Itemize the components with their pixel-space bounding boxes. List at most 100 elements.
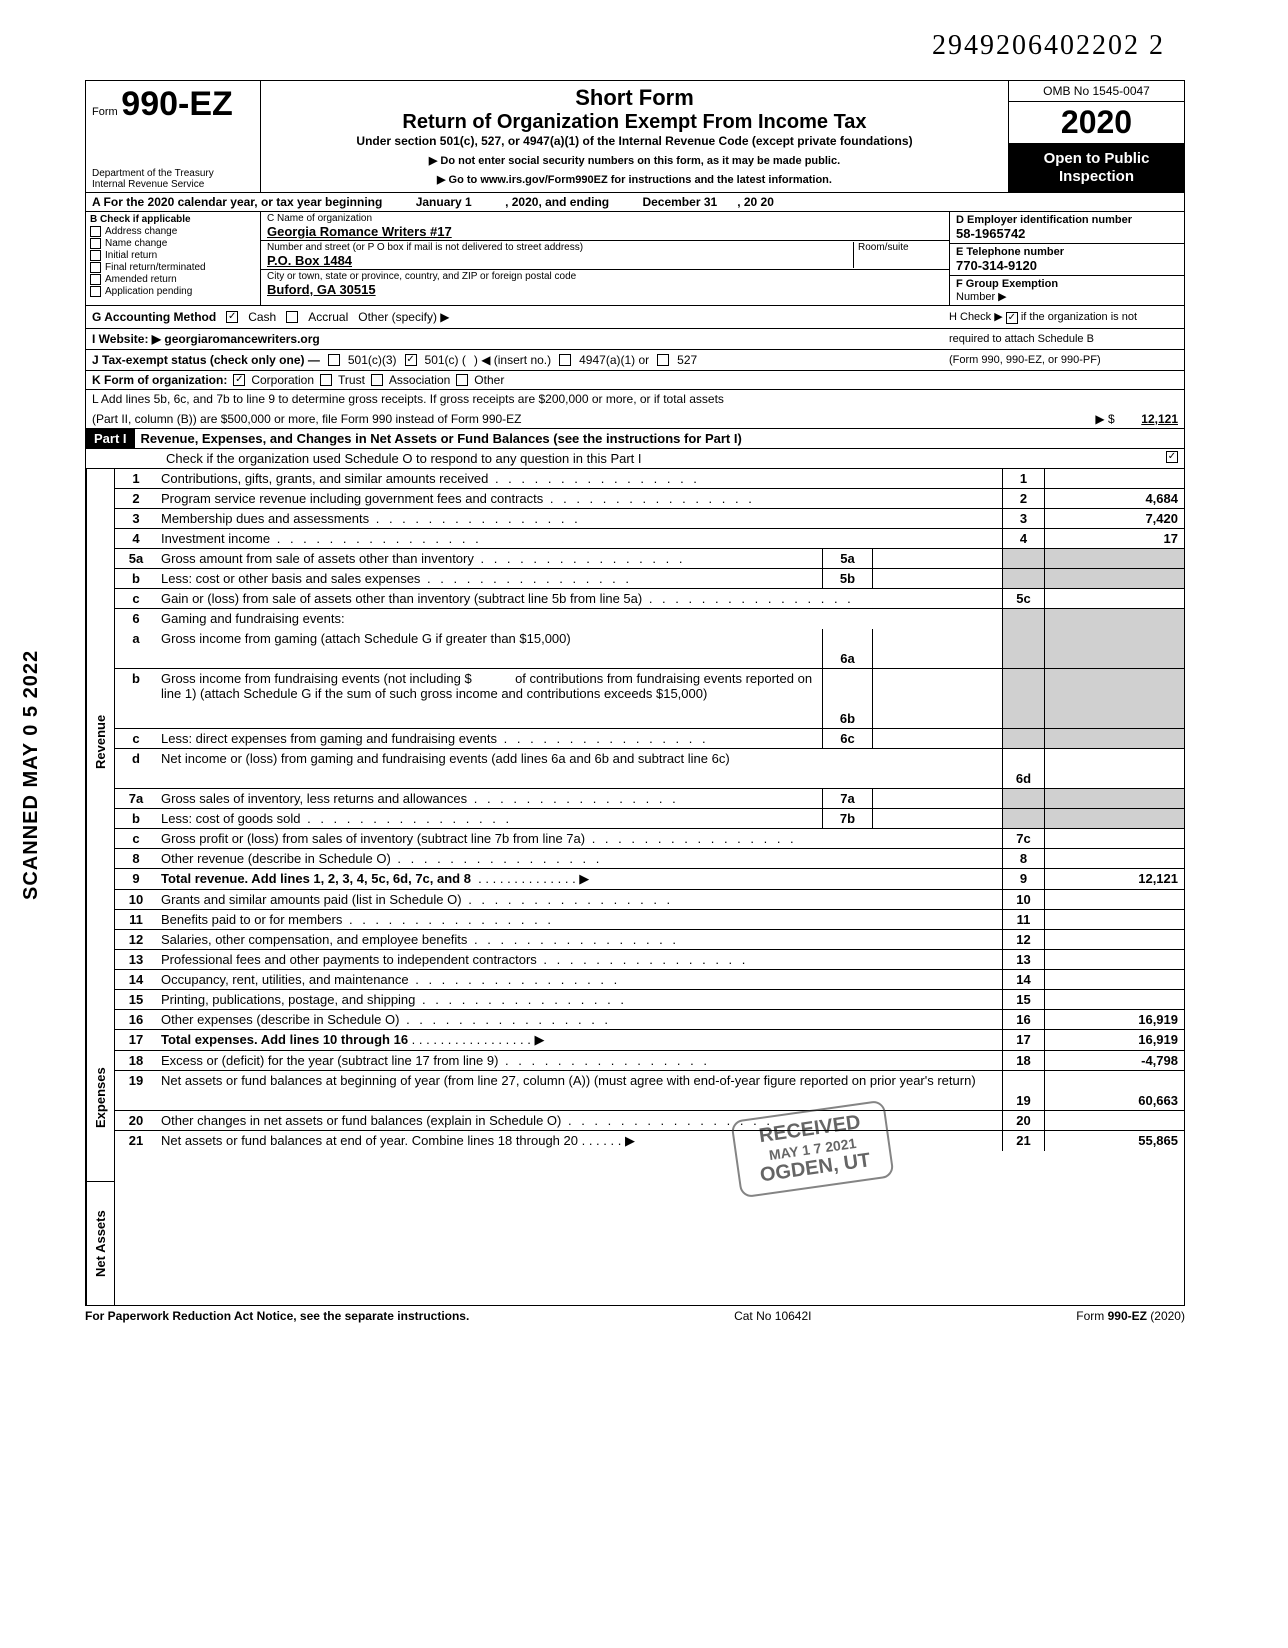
form-header: Form 990-EZ Department of the Treasury I… [85,80,1185,193]
h-line2: required to attach Schedule B [943,331,1178,347]
ln15-desc: Printing, publications, postage, and shi… [157,990,1002,1009]
ln18-val: -4,798 [1044,1051,1184,1070]
schedule-o-text: Check if the organization used Schedule … [166,451,642,466]
ln4-val: 17 [1044,529,1184,548]
h-text1: H Check ▶ [949,311,1003,323]
part1-table: Revenue Expenses Net Assets 1Contributio… [85,469,1185,1306]
j-label: J Tax-exempt status (check only one) — [92,353,320,367]
footer-left: For Paperwork Reduction Act Notice, see … [85,1309,469,1323]
footer-mid: Cat No 10642I [734,1309,811,1323]
chk-assoc[interactable] [371,374,383,386]
ln5b-shv [1044,569,1184,588]
ln7a-shv [1044,789,1184,808]
ln14-desc: Occupancy, rent, utilities, and maintena… [157,970,1002,989]
chk-accrual[interactable] [286,311,298,323]
ln7b-desc: Less: cost of goods sold [157,809,822,828]
c-addr-label: Number and street (or P O box if mail is… [267,242,853,253]
ln6b-shv [1044,669,1184,728]
ln6a-shv [1044,629,1184,668]
ln1-val [1044,469,1184,488]
inspection: Inspection [1011,168,1182,186]
part1-title: Revenue, Expenses, and Changes in Net As… [135,429,1184,448]
ln12-desc: Salaries, other compensation, and employ… [157,930,1002,949]
ln6-shv [1044,609,1184,629]
ln3-rn: 3 [1002,509,1044,528]
chk-501c[interactable] [405,354,417,366]
part1-header-row: Part I Revenue, Expenses, and Changes in… [85,429,1185,449]
h-text2: if the organization is not [1021,311,1137,323]
chk-corp[interactable] [233,374,245,386]
ln5b-desc: Less: cost or other basis and sales expe… [157,569,822,588]
chk-name-change[interactable] [90,238,101,249]
ln14-rn: 14 [1002,970,1044,989]
ln17-no: 17 [115,1030,157,1050]
ln15-rn: 15 [1002,990,1044,1009]
c-city-label: City or town, state or province, country… [267,271,943,282]
b-header: B Check if applicable [90,214,256,225]
ln6b-mn: 6b [822,669,872,728]
ln5b-sh [1002,569,1044,588]
chk-other-org[interactable] [456,374,468,386]
ln7a-mv [872,789,1002,808]
ein-value: 58-1965742 [956,226,1178,241]
chk-trust[interactable] [320,374,332,386]
lbl-4947: 4947(a)(1) or [579,353,649,367]
ln4-rn: 4 [1002,529,1044,548]
section-b: B Check if applicable Address change Nam… [86,212,261,305]
ln7b-sh [1002,809,1044,828]
row-a-mid: , 2020, and ending [505,195,609,209]
chk-pending[interactable] [90,286,101,297]
ln15-no: 15 [115,990,157,1009]
ln7a-no: 7a [115,789,157,808]
ln6b-sh [1002,669,1044,728]
ln2-rn: 2 [1002,489,1044,508]
ln6c-desc: Less: direct expenses from gaming and fu… [157,729,822,748]
return-title: Return of Organization Exempt From Incom… [269,111,1000,134]
c-name-label: C Name of organization [267,213,943,224]
chk-schedule-b[interactable] [1006,312,1018,324]
lbl-501c3: 501(c)(3) [348,353,397,367]
e-label: E Telephone number [956,246,1178,258]
l-text1: L Add lines 5b, 6c, and 7b to line 9 to … [92,392,1178,406]
ln7a-desc: Gross sales of inventory, less returns a… [157,789,822,808]
ln6c-no: c [115,729,157,748]
footer-right: Form 990-EZ (2020) [1076,1309,1185,1323]
ln3-no: 3 [115,509,157,528]
ln20-rn: 20 [1002,1111,1044,1130]
ln12-no: 12 [115,930,157,949]
ln6c-sh [1002,729,1044,748]
ln13-desc: Professional fees and other payments to … [157,950,1002,969]
ln7b-mn: 7b [822,809,872,828]
inspection-label: Open to Public Inspection [1009,144,1184,192]
chk-4947[interactable] [559,354,571,366]
ln2-val: 4,684 [1044,489,1184,508]
irs-label: Internal Revenue Service [92,179,214,190]
ln7c-no: c [115,829,157,848]
ln8-rn: 8 [1002,849,1044,868]
chk-address-change[interactable] [90,226,101,237]
schedule-o-row: Check if the organization used Schedule … [85,449,1185,469]
ln21-no: 21 [115,1131,157,1151]
ln6b-mv [872,669,1002,728]
chk-501c3[interactable] [328,354,340,366]
chk-initial-return[interactable] [90,250,101,261]
lbl-pending: Application pending [105,286,192,297]
section-c: C Name of organization Georgia Romance W… [261,212,949,305]
ln13-rn: 13 [1002,950,1044,969]
ln7b-shv [1044,809,1184,828]
chk-527[interactable] [657,354,669,366]
scanned-stamp: SCANNED MAY 0 5 2022 [20,650,43,900]
ln21-rn: 21 [1002,1131,1044,1151]
chk-final-return[interactable] [90,262,101,273]
row-a-begin: January 1 [416,195,472,209]
website-value: georgiaromancewriters.org [164,332,319,346]
ln9-rn: 9 [1002,869,1044,889]
chk-cash[interactable] [226,311,238,323]
chk-schedule-o[interactable] [1166,451,1178,463]
chk-amended[interactable] [90,274,101,285]
info-grid: B Check if applicable Address change Nam… [85,212,1185,306]
lbl-527: 527 [677,353,697,367]
row-a-end: December 31 [642,195,717,209]
ln6a-mn: 6a [822,629,872,668]
l-arrow: ▶ $ [1095,412,1114,426]
